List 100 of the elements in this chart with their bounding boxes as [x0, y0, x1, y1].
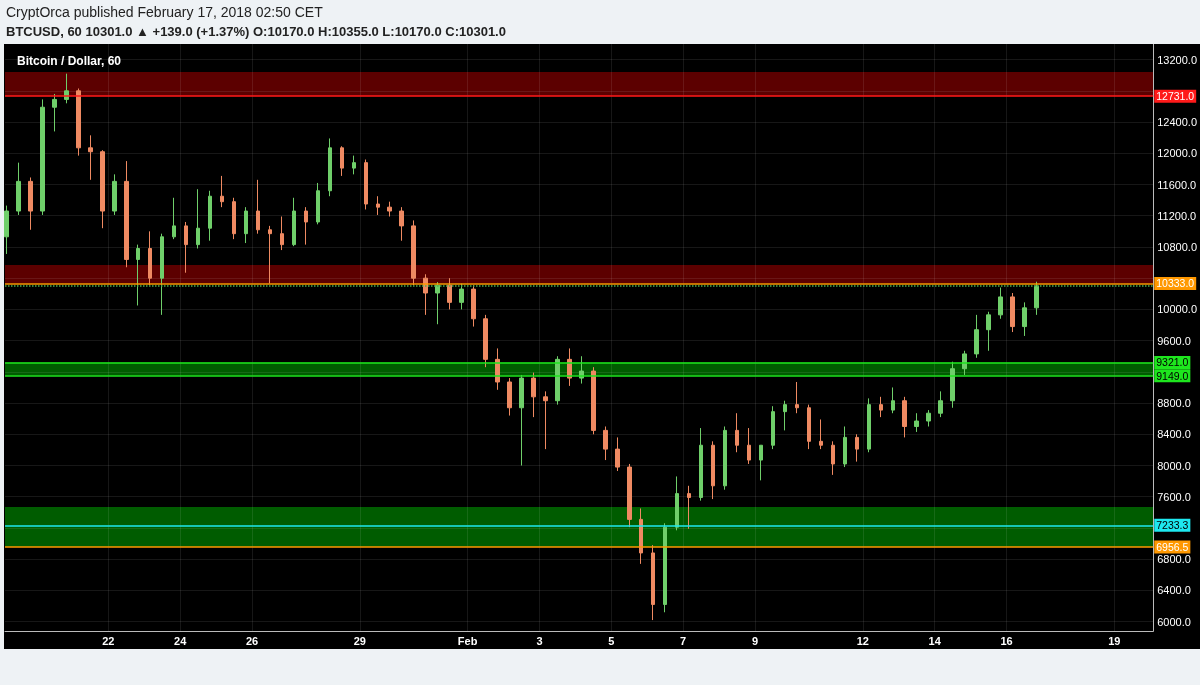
candlestick [651, 544, 655, 621]
candlestick [304, 206, 308, 246]
candlestick [112, 173, 117, 216]
x-tick-label: 5 [608, 634, 615, 647]
x-tick-label: 26 [245, 634, 259, 647]
candlestick [136, 244, 140, 306]
x-tick-label: 7 [680, 634, 687, 647]
candlestick [615, 436, 620, 472]
candlestick [16, 162, 21, 216]
ref-line-label: 9321.0 [1156, 356, 1189, 369]
y-tick-label: 6400.0 [1157, 584, 1191, 597]
x-tick-label: 24 [174, 634, 188, 647]
x-tick-label: 19 [1108, 634, 1121, 647]
ref-line-label: 9149.0 [1156, 369, 1189, 382]
candlestick [148, 230, 152, 286]
candlestick [735, 412, 739, 453]
candlestick [914, 412, 919, 433]
y-tick-label: 7600.0 [1157, 490, 1191, 503]
candlestick [831, 440, 835, 476]
candlestick [447, 277, 452, 310]
candlestick [807, 404, 811, 450]
candlestick [364, 159, 368, 210]
candlestick [256, 179, 260, 235]
candlestick [387, 201, 392, 218]
candlestick [471, 284, 476, 328]
candlestick [771, 405, 775, 450]
candlestick [232, 197, 236, 240]
x-tick-label: Feb [457, 634, 478, 647]
candlestick [675, 475, 679, 531]
candlestick [76, 87, 81, 157]
candlestick [591, 366, 596, 435]
candlestick [196, 188, 200, 250]
candlestick [531, 372, 536, 418]
candlestick [867, 397, 871, 453]
candlestick [663, 522, 667, 613]
candlestick [483, 314, 488, 368]
candlestick [88, 134, 93, 181]
y-tick-label: 8000.0 [1157, 459, 1191, 472]
candlestick [124, 160, 129, 268]
candlestick [639, 507, 643, 565]
candlestick [340, 145, 344, 177]
x-tick-label: 22 [102, 634, 115, 647]
candlestick [687, 485, 691, 530]
y-tick-label: 12000.0 [1157, 147, 1197, 160]
candlestick [938, 390, 943, 418]
candlestick [4, 205, 9, 255]
x-tick-label: 12 [856, 634, 869, 647]
candlestick [376, 195, 380, 216]
candlestick [950, 361, 955, 409]
candlestick [399, 206, 404, 242]
candlestick [555, 355, 560, 406]
candlestick [52, 93, 57, 132]
candlestick [280, 216, 284, 251]
x-tick-label: 9 [751, 634, 759, 647]
ref-line-label: 7233.3 [1156, 519, 1189, 532]
candlestick [759, 444, 763, 481]
candlestick [1022, 301, 1027, 337]
candlestick [28, 176, 33, 231]
ref-line-label: 10333.0 [1156, 277, 1195, 290]
candlestick [711, 440, 715, 500]
candlestick [316, 182, 320, 225]
candlestick [998, 287, 1003, 320]
candlestick [268, 225, 272, 285]
y-tick-label: 12400.0 [1157, 116, 1197, 129]
candlestick [699, 427, 703, 502]
candlestick [172, 197, 176, 240]
candlestick [100, 149, 105, 229]
candlestick [160, 233, 164, 316]
y-tick-label: 9600.0 [1157, 334, 1191, 347]
text: CryptOrca published February 17, 2018 02:50 CET [6, 3, 324, 22]
candlestick [411, 219, 416, 286]
candlestick [855, 433, 859, 463]
candlestick [1034, 281, 1039, 316]
candlestick [519, 374, 524, 467]
text: BTCUSD, 60 10301.0 ▲ +139.0 (+1.37%) O:10170.0 H:10355.0 L:10170.0 C:10301.0 [6, 23, 506, 41]
candlestick [603, 425, 608, 461]
ref-line-label: 12731.0 [1156, 90, 1195, 103]
text: Bitcoin / Dollar, 60 [17, 54, 122, 68]
x-tick-label: 16 [1000, 634, 1013, 647]
candlestick [926, 409, 931, 427]
y-tick-label: 6000.0 [1157, 615, 1191, 628]
ref-line-label: 6956.5 [1156, 540, 1189, 553]
candlestick [819, 418, 823, 450]
x-tick-label: 29 [353, 634, 366, 647]
candlestick [843, 425, 847, 468]
candlestick [507, 377, 512, 417]
y-tick-label: 11600.0 [1157, 178, 1197, 191]
y-tick-label: 10800.0 [1157, 240, 1197, 253]
candlestick [974, 314, 979, 359]
y-tick-label: 11200.0 [1157, 209, 1197, 222]
candlestick [723, 425, 727, 491]
candlestick [747, 427, 751, 465]
candlestick [208, 190, 212, 242]
candlestick [292, 197, 296, 247]
candlestick [879, 396, 883, 418]
candlestick [902, 396, 907, 438]
candlestick [40, 98, 45, 216]
candlestick [543, 390, 548, 450]
candlestick [783, 400, 787, 431]
candlestick [352, 155, 356, 175]
